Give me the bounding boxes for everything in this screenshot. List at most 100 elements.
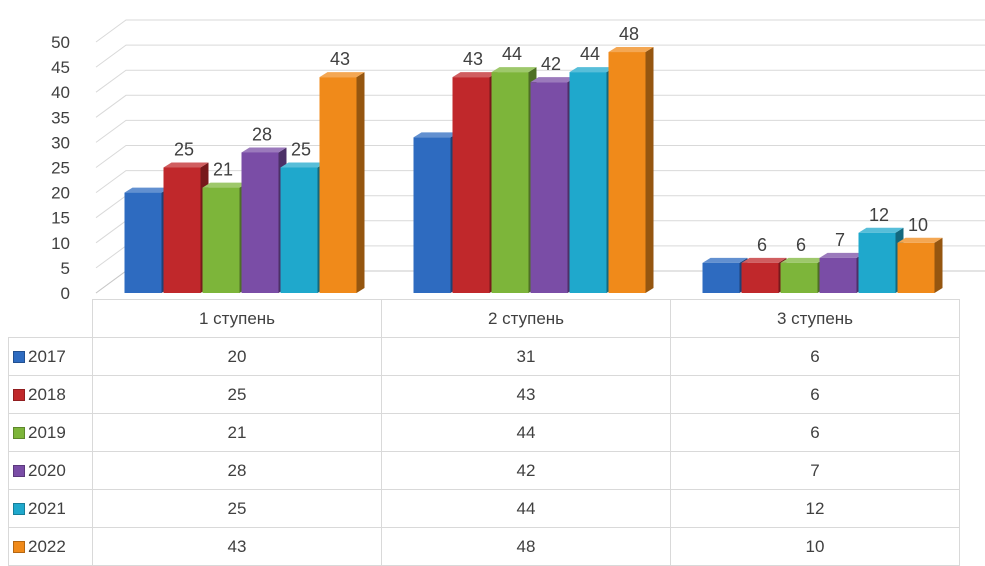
bar xyxy=(608,47,654,293)
data-table-row: 2021 25 44 12 xyxy=(8,489,960,528)
data-table-row: 2019 21 44 6 xyxy=(8,413,960,452)
data-table-cell: 6 xyxy=(670,337,960,376)
legend-key: 2019 xyxy=(8,413,93,452)
legend-swatch-icon xyxy=(13,540,25,553)
data-label: 44 xyxy=(580,44,600,64)
data-label: 25 xyxy=(291,140,311,160)
series-name: 2018 xyxy=(28,384,66,404)
data-label: 21 xyxy=(213,160,233,180)
data-label: 48 xyxy=(619,24,639,44)
gridline xyxy=(95,69,985,93)
data-table-cell: 31 xyxy=(381,337,671,376)
y-tick-label: 25 xyxy=(51,159,70,178)
y-tick-label: 10 xyxy=(51,234,70,253)
data-table-cell: 43 xyxy=(381,375,671,414)
data-table-cell: 6 xyxy=(670,375,960,414)
data-table-cell: 42 xyxy=(381,451,671,490)
legend-swatch-icon xyxy=(13,464,25,477)
data-table-cell: 25 xyxy=(92,489,382,528)
data-label: 44 xyxy=(502,44,522,64)
category-header: 2 ступень xyxy=(381,299,671,338)
data-label: 12 xyxy=(869,205,889,225)
series-name: 2019 xyxy=(28,422,66,442)
data-label: 42 xyxy=(541,54,561,74)
y-tick-label: 35 xyxy=(51,108,70,127)
data-label: 6 xyxy=(757,235,767,255)
data-label: 7 xyxy=(835,230,845,250)
gridline xyxy=(95,19,985,43)
bar xyxy=(897,237,943,293)
y-tick-label: 40 xyxy=(51,83,70,102)
data-table-row: 2020 28 42 7 xyxy=(8,451,960,490)
data-label: 43 xyxy=(330,49,350,69)
legend-key: 2018 xyxy=(8,375,93,414)
data-table-cell: 43 xyxy=(92,527,382,566)
bar xyxy=(163,162,209,293)
y-tick-label: 0 xyxy=(61,284,70,300)
chart-plot: 0 5 10 15 20 25 30 35 40 45 50 25 21 28 25 43 43 44 42 44 4… xyxy=(51,19,985,300)
y-tick-label: 15 xyxy=(51,209,70,228)
y-tick-label: 20 xyxy=(51,184,70,203)
bar xyxy=(702,257,748,293)
data-table-cell: 28 xyxy=(92,451,382,490)
bar xyxy=(280,162,326,293)
data-label: 25 xyxy=(174,140,194,160)
y-tick-label: 45 xyxy=(51,58,70,77)
data-label: 43 xyxy=(463,49,483,69)
bar xyxy=(741,257,787,293)
data-table-header-row: 1 ступень 2 ступень 3 ступень xyxy=(8,299,960,338)
series-name: 2021 xyxy=(28,498,66,518)
data-table-cell: 12 xyxy=(670,489,960,528)
data-table-cell: 10 xyxy=(670,527,960,566)
data-labels: 25 21 28 25 43 43 44 42 44 48 6 6 7 12 10 xyxy=(174,24,928,255)
legend-swatch-icon xyxy=(13,388,25,401)
bar xyxy=(413,132,459,293)
series-name: 2022 xyxy=(28,536,66,556)
gridline xyxy=(95,145,985,168)
category-header: 3 ступень xyxy=(670,299,960,338)
bar xyxy=(858,227,904,293)
gridline xyxy=(95,94,985,118)
legend-swatch-icon xyxy=(13,502,25,515)
series-name: 2017 xyxy=(28,346,66,366)
legend-key: 2020 xyxy=(8,451,93,490)
data-table-cell: 20 xyxy=(92,337,382,376)
legend-key: 2017 xyxy=(8,337,93,376)
y-axis-ticks: 0 5 10 15 20 25 30 35 40 45 50 xyxy=(51,33,70,300)
data-table-cell: 25 xyxy=(92,375,382,414)
bar xyxy=(319,72,365,293)
y-tick-label: 30 xyxy=(51,133,70,152)
bar xyxy=(452,72,498,293)
bar xyxy=(530,77,576,293)
data-label: 6 xyxy=(796,235,806,255)
data-table-cell: 6 xyxy=(670,413,960,452)
data-label: 28 xyxy=(252,124,272,144)
bar xyxy=(819,252,865,293)
data-table-cell: 21 xyxy=(92,413,382,452)
bar xyxy=(124,187,170,293)
data-table-cell: 44 xyxy=(381,489,671,528)
gridline xyxy=(95,119,985,143)
legend-swatch-icon xyxy=(13,350,25,363)
data-table-cell: 7 xyxy=(670,451,960,490)
series-name: 2020 xyxy=(28,460,66,480)
y-tick-label: 50 xyxy=(51,33,70,52)
legend-swatch-icon xyxy=(13,426,25,439)
data-table-row: 2017 20 31 6 xyxy=(8,337,960,376)
bar xyxy=(780,257,826,293)
category-header: 1 ступень xyxy=(92,299,382,338)
bar xyxy=(491,67,537,294)
data-table-corner xyxy=(8,299,93,338)
bars xyxy=(124,47,943,294)
legend-key: 2021 xyxy=(8,489,93,528)
bar xyxy=(569,67,615,294)
data-table-cell: 44 xyxy=(381,413,671,452)
gridline xyxy=(95,170,985,194)
data-table-row: 2022 43 48 10 xyxy=(8,527,960,566)
bar xyxy=(202,182,248,293)
y-tick-label: 5 xyxy=(61,259,70,278)
data-table-cell: 48 xyxy=(381,527,671,566)
gridline xyxy=(95,44,985,68)
data-table-row: 2018 25 43 6 xyxy=(8,375,960,414)
legend-key: 2022 xyxy=(8,527,93,566)
